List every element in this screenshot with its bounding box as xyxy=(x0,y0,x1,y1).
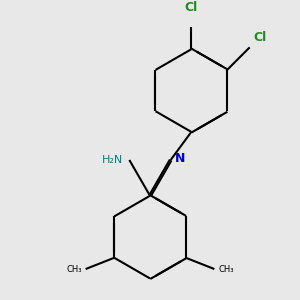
Text: CH₃: CH₃ xyxy=(218,265,234,274)
Text: Cl: Cl xyxy=(185,1,198,14)
Text: H₂N: H₂N xyxy=(102,155,123,165)
Text: Cl: Cl xyxy=(254,31,267,44)
Text: CH₃: CH₃ xyxy=(66,265,82,274)
Text: N: N xyxy=(174,152,185,165)
